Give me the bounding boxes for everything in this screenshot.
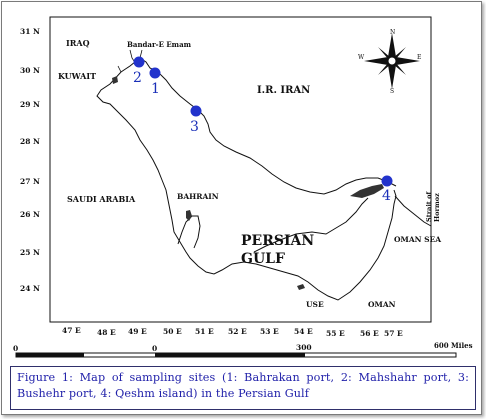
scale-zero-mid: 0: [152, 344, 157, 353]
site-label-4: 4: [382, 188, 391, 204]
lat-tick: 25 N: [20, 248, 40, 257]
lat-tick: 31 N: [20, 27, 40, 36]
kuwait-island: [112, 76, 118, 84]
label-persian: PERSIAN: [241, 233, 314, 249]
latitude-ticks: 31 N 30 N 29 N 28 N 27 N 26 N 25 N 24 N: [20, 27, 40, 293]
lat-tick: 30 N: [20, 66, 40, 75]
lat-tick: 28 N: [20, 137, 40, 146]
site-label-3: 3: [190, 119, 199, 135]
site-label-1: 1: [151, 81, 160, 97]
label-iraq: IRAQ: [66, 38, 90, 48]
compass-e: E: [417, 54, 421, 61]
lat-tick: 26 N: [20, 210, 40, 219]
compass-rose: N S E W: [358, 29, 421, 95]
site-marker-1: [149, 67, 161, 79]
lon-tick: 53 E: [260, 327, 279, 336]
compass-n: N: [390, 29, 395, 36]
label-bandar: Bandar-E Emam: [127, 40, 192, 49]
lon-tick: 54 E: [294, 327, 313, 336]
label-oman-sea: OMAN SEA: [394, 235, 441, 244]
scale-bar: 0 0 300 600 Miles: [13, 341, 473, 358]
label-use: USE: [306, 300, 324, 309]
iran-coastline: [134, 57, 397, 195]
label-kuwait: KUWAIT: [58, 71, 96, 81]
label-gulf: GULF: [241, 251, 285, 267]
label-iran: I.R. IRAN: [257, 85, 310, 96]
figure-frame: [1, 1, 482, 415]
figure-caption: Figure 1: Map of sampling sites (1: Bahr…: [10, 366, 476, 410]
label-bahrain: BAHRAIN: [177, 192, 219, 201]
lon-tick: 47 E: [62, 326, 81, 335]
lon-tick: 55 E: [326, 329, 345, 338]
uae-coastline: [253, 197, 369, 253]
label-strait-1: Strait of: [425, 191, 433, 222]
bahrain-island: [186, 210, 192, 221]
lat-tick: 27 N: [20, 177, 40, 186]
lon-tick: 56 E: [360, 329, 379, 338]
site-label-2: 2: [133, 70, 142, 86]
label-saudi: SAUDI ARABIA: [67, 194, 136, 204]
scale-end: 600 Miles: [434, 341, 473, 350]
lon-tick: 48 E: [97, 328, 116, 337]
scale-zero-left: 0: [13, 344, 18, 353]
lon-tick: 51 E: [195, 327, 214, 336]
gulf-coastline: [96, 61, 432, 301]
qeshm-island: [350, 184, 384, 198]
compass-w: W: [358, 54, 365, 61]
site-marker-4: [381, 175, 393, 187]
site-marker-2: [133, 56, 145, 68]
label-oman: OMAN: [368, 300, 396, 309]
lat-tick: 24 N: [20, 284, 40, 293]
site-marker-3: [190, 105, 202, 117]
qatar-peninsula: [177, 215, 201, 249]
sampling-sites: 1 2 3 4: [133, 56, 393, 204]
lon-tick: 52 E: [228, 327, 247, 336]
lat-tick: 29 N: [20, 100, 40, 109]
scale-mid: 300: [296, 343, 312, 352]
compass-s: S: [390, 88, 394, 95]
small-island: [297, 284, 305, 290]
label-strait-2: Hormoz: [433, 193, 441, 222]
lon-tick: 49 E: [128, 327, 147, 336]
longitude-ticks: 47 E 48 E 49 E 50 E 51 E 52 E 53 E 54 E …: [62, 326, 403, 338]
lon-tick: 50 E: [163, 327, 182, 336]
map-border: [49, 16, 432, 323]
lon-tick: 57 E: [384, 329, 403, 338]
